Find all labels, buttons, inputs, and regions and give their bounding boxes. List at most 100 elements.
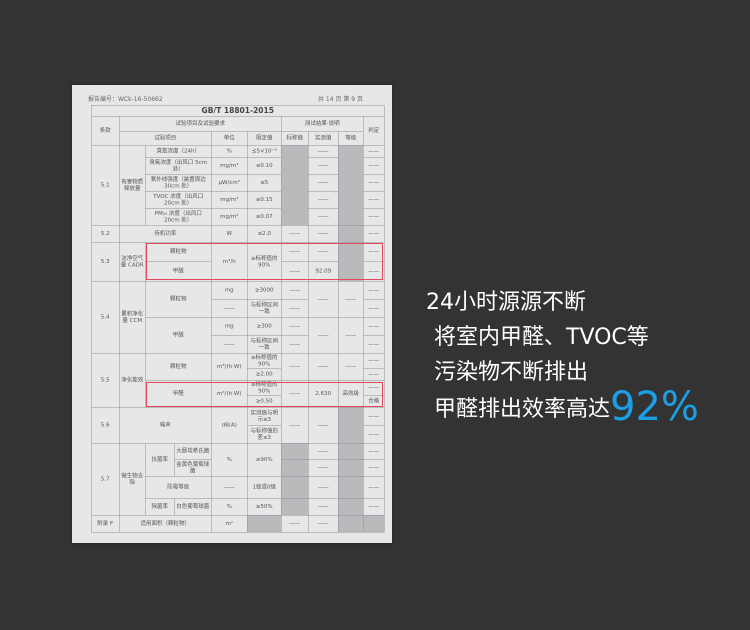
verdict: —— <box>363 281 385 300</box>
cadr-highlight-box <box>146 243 383 280</box>
header-limit: 限定值 <box>247 131 282 146</box>
header-item: 试验项目 <box>119 131 212 146</box>
efficiency-claim: 甲醛排出效率高达92% <box>434 384 699 430</box>
nominal: —— <box>281 353 309 381</box>
verdict: —— <box>363 299 385 318</box>
item: 适用面积（颗粒物） <box>119 515 212 533</box>
nominal: —— <box>281 225 309 243</box>
header-requirements: 试验项目及试验要求 <box>119 116 282 132</box>
limit: ≥标称值的 90% <box>247 353 282 369</box>
verdict: —— <box>363 476 385 499</box>
item: 防霉等级 <box>145 476 212 499</box>
limit: 与标称区间一致 <box>247 335 282 354</box>
measured: —— <box>308 225 339 243</box>
nominal: —— <box>281 299 309 318</box>
verdict: —— <box>363 208 385 226</box>
description-line-2: 污染物不断排出 <box>434 360 589 385</box>
clause: 5.4 <box>91 281 120 354</box>
header-unit: 单位 <box>211 131 248 146</box>
limit: ≥标称值的 90% <box>247 242 282 282</box>
grade-na <box>338 515 364 533</box>
verdict: —— <box>363 225 385 243</box>
grade-na <box>338 476 364 499</box>
unit: W <box>211 225 248 243</box>
grade-na <box>338 145 364 226</box>
item: 臭氧浓度（24h） <box>145 145 212 158</box>
measured: —— <box>308 281 339 318</box>
header-verdict: 判定 <box>363 116 385 146</box>
description-line-1: 将室内甲醛、TVOC等 <box>434 325 649 350</box>
limit-na <box>247 515 282 533</box>
test-result-table: GB/T 18801-2015 条款 试验项目及试验要求 测试结果·说明 判定 试验项… <box>91 105 385 533</box>
headline: 24小时源源不断 <box>426 290 586 315</box>
measured: —— <box>308 459 339 477</box>
unit: —— <box>211 335 248 354</box>
verdict: —— <box>363 174 385 192</box>
unit: —— <box>211 299 248 318</box>
verdict: —— <box>363 407 385 426</box>
limit: 1级或0级 <box>247 476 282 499</box>
header-measured: 实测值 <box>308 131 339 146</box>
limit: ≤5 <box>247 174 282 192</box>
measured: —— <box>308 498 339 516</box>
verdict: —— <box>363 335 385 354</box>
header-grade: 等级 <box>338 131 364 146</box>
verdict: —— <box>363 317 385 336</box>
unit: μW/cm² <box>211 174 248 192</box>
item: 甲醛 <box>145 261 212 282</box>
grade: —— <box>338 281 364 318</box>
limit: ≥50% <box>247 498 282 516</box>
measured: —— <box>308 174 339 192</box>
unit: % <box>211 443 248 477</box>
nominal: —— <box>281 515 309 533</box>
unit: % <box>211 498 248 516</box>
verdict: —— <box>363 145 385 158</box>
unit: —— <box>211 476 248 499</box>
item: 臭氧浓度（出风口 5cm 处） <box>145 157 212 175</box>
verdict-na <box>363 515 385 533</box>
verdict: —— <box>363 498 385 516</box>
efficiency-highlight-box <box>146 382 383 407</box>
unit: mg <box>211 281 248 300</box>
limit: 与标称区间一致 <box>247 299 282 318</box>
nominal: —— <box>281 407 309 444</box>
nominal: —— <box>281 281 309 300</box>
grade-na <box>338 407 364 444</box>
limit: ≥2.00 <box>247 368 282 381</box>
grade-na <box>338 242 364 282</box>
page-count: 共 14 页 第 9 页 <box>318 96 363 103</box>
category: 有害物质释放量 <box>119 145 146 226</box>
item: 待机功率 <box>119 225 212 243</box>
unit: mg/m³ <box>211 208 248 226</box>
measured: —— <box>308 353 339 381</box>
clause: 5.1 <box>91 145 120 226</box>
limit: ≤5×10⁻⁶ <box>247 145 282 158</box>
measured: —— <box>308 515 339 533</box>
limit: ≤0.10 <box>247 157 282 175</box>
limit: ≥3000 <box>247 281 282 300</box>
unit: dB(A) <box>211 407 248 444</box>
grade-na <box>338 443 364 460</box>
grade-na <box>338 498 364 516</box>
verdict: —— <box>363 261 385 282</box>
efficiency-percent: 92% <box>610 384 699 430</box>
nominal: —— <box>281 335 309 354</box>
measured: —— <box>308 443 339 460</box>
limit: ≤2.0 <box>247 225 282 243</box>
verdict: —— <box>363 368 385 381</box>
measured: —— <box>308 317 339 354</box>
standard-title: GB/T 18801-2015 <box>91 105 385 117</box>
header-nominal: 标称值 <box>281 131 309 146</box>
sub-item: 大肠埃希氏菌 <box>174 443 212 460</box>
nominal-na <box>281 459 309 477</box>
verdict: —— <box>363 191 385 209</box>
item: 颗粒物 <box>145 281 212 318</box>
verdict: —— <box>363 353 385 369</box>
grade: —— <box>338 317 364 354</box>
grade-na <box>338 459 364 477</box>
verdict: —— <box>363 157 385 175</box>
measured: —— <box>308 157 339 175</box>
nominal-na <box>281 476 309 499</box>
item: 甲醛 <box>145 317 212 354</box>
unit: m³/(h·W) <box>211 353 248 381</box>
